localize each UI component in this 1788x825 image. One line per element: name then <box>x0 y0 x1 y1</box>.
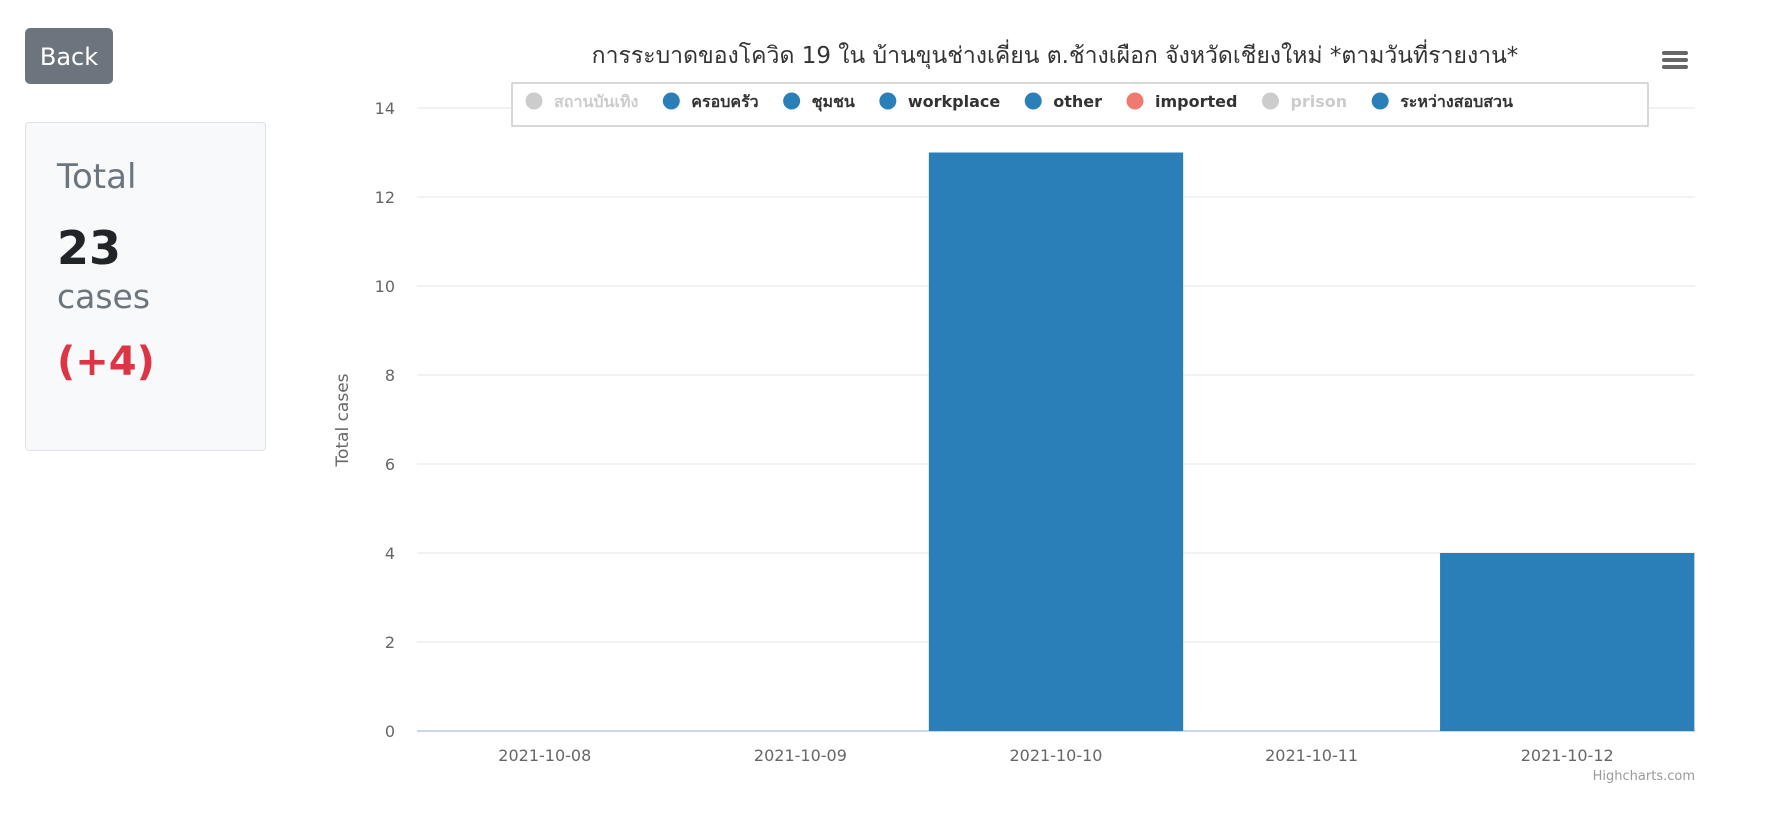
total-label: Total <box>57 157 137 197</box>
legend-marker <box>1126 92 1144 110</box>
y-tick-label: 10 <box>375 277 395 296</box>
legend-marker <box>1371 92 1389 110</box>
bar-chart: การระบาดของโควิด 19 ใน บ้านขุนช่างเคี่ยน… <box>333 38 1696 784</box>
total-unit: cases <box>57 277 151 316</box>
legend-label: สถานบันเทิง <box>554 92 638 111</box>
legend-item-ครอบครัว[interactable]: ครอบครัว <box>662 92 759 111</box>
legend-label: imported <box>1155 92 1237 111</box>
legend-marker <box>662 92 680 110</box>
legend-item-ชุมชน[interactable]: ชุมชน <box>783 92 855 112</box>
legend-item-ระหว่างสอบสวน[interactable]: ระหว่างสอบสวน <box>1371 92 1513 111</box>
legend: สถานบันเทิง ครอบครัว ชุมชน workplace other im… <box>511 82 1649 127</box>
legend-label: other <box>1053 92 1102 111</box>
legend-label: prison <box>1290 92 1347 111</box>
legend-marker <box>1024 92 1042 110</box>
bars <box>928 152 1695 732</box>
legend-label: ชุมชน <box>812 92 855 112</box>
y-tick-label: 14 <box>375 99 395 118</box>
legend-marker <box>1261 92 1279 110</box>
total-value: 23 <box>57 221 122 275</box>
y-tick-label: 0 <box>385 722 395 741</box>
y-axis-title: Total cases <box>333 373 353 467</box>
x-tick-label: 2021-10-09 <box>754 746 847 765</box>
menu-icon[interactable] <box>1652 38 1696 82</box>
back-button[interactable]: Back <box>25 28 113 84</box>
legend-label: workplace <box>908 92 1001 111</box>
legend-item-prison[interactable]: prison <box>1261 92 1347 111</box>
legend-marker <box>783 92 801 110</box>
legend-item-สถานบันเทิง[interactable]: สถานบันเทิง <box>525 92 639 111</box>
highcharts-credits[interactable]: Highcharts.com <box>1593 769 1695 784</box>
legend-marker <box>879 92 897 110</box>
legend-item-imported[interactable]: imported <box>1126 92 1238 111</box>
total-delta: (+4) <box>57 339 155 385</box>
y-tick-label: 8 <box>385 366 395 385</box>
x-axis-labels: 2021-10-08 2021-10-09 2021-10-10 2021-10-11… <box>498 746 1613 765</box>
bar-2021-10-10-other[interactable] <box>928 152 1184 732</box>
chart-container: การระบาดของโควิด 19 ใน บ้านขุนช่างเคี่ยน… <box>290 0 1730 825</box>
y-tick-label: 6 <box>385 455 395 474</box>
y-tick-label: 4 <box>385 544 395 563</box>
x-tick-label: 2021-10-10 <box>1010 746 1103 765</box>
legend-marker <box>525 92 543 110</box>
x-tick-label: 2021-10-08 <box>498 746 591 765</box>
total-cases-card: Total 23 cases (+4) <box>25 122 266 451</box>
y-axis-labels: 0 2 4 6 8 10 12 14 <box>375 99 395 741</box>
x-tick-label: 2021-10-12 <box>1521 746 1614 765</box>
legend-item-other[interactable]: other <box>1024 92 1102 111</box>
chart-title: การระบาดของโควิด 19 ใน บ้านขุนช่างเคี่ยน… <box>592 39 1519 69</box>
bar-2021-10-12-other[interactable] <box>1440 553 1695 731</box>
y-tick-label: 2 <box>385 633 395 652</box>
y-tick-label: 12 <box>375 188 395 207</box>
legend-label: ครอบครัว <box>691 92 758 111</box>
legend-label: ระหว่างสอบสวน <box>1400 92 1513 111</box>
legend-item-workplace[interactable]: workplace <box>879 92 1000 111</box>
x-tick-label: 2021-10-11 <box>1265 746 1358 765</box>
